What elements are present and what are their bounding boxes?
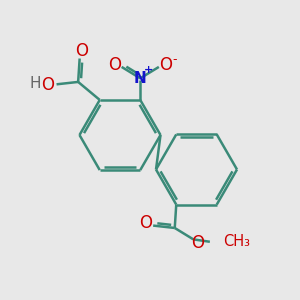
Text: -: - xyxy=(172,52,177,66)
Text: CH₃: CH₃ xyxy=(223,234,250,249)
Text: O: O xyxy=(109,56,122,74)
Text: O: O xyxy=(140,214,152,232)
Text: O: O xyxy=(191,234,204,252)
Text: O: O xyxy=(75,42,88,60)
Text: O: O xyxy=(159,56,172,74)
Text: +: + xyxy=(144,65,153,75)
Text: N: N xyxy=(134,71,147,86)
Text: H: H xyxy=(29,76,41,91)
Text: O: O xyxy=(41,76,54,94)
